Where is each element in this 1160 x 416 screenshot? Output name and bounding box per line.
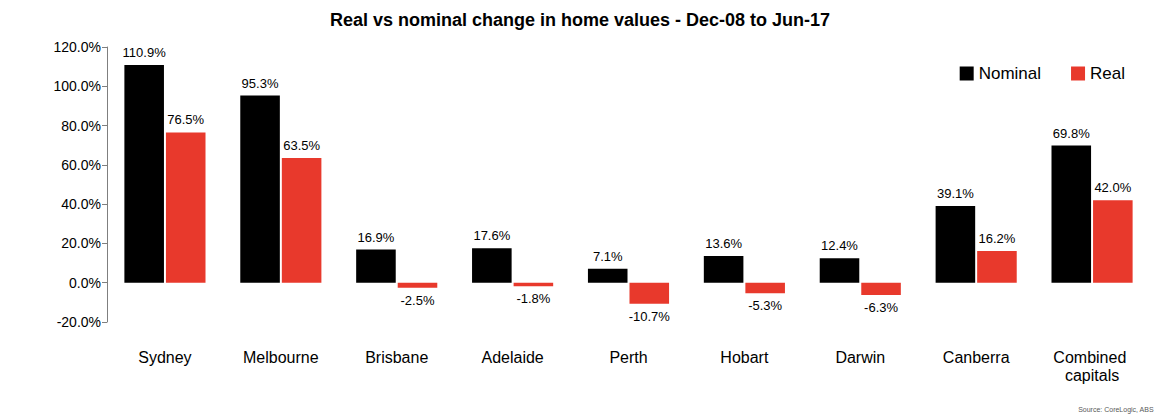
svg-text:13.6%: 13.6% bbox=[705, 236, 742, 251]
svg-text:17.6%: 17.6% bbox=[473, 228, 510, 243]
svg-text:120.0%: 120.0% bbox=[54, 39, 101, 55]
svg-text:Combined: Combined bbox=[1053, 349, 1130, 366]
svg-text:100.0%: 100.0% bbox=[54, 78, 101, 94]
svg-text:60.0%: 60.0% bbox=[61, 157, 101, 173]
svg-text:0.0%: 0.0% bbox=[69, 275, 101, 291]
svg-text:40.0%: 40.0% bbox=[61, 196, 101, 212]
svg-text:80.0%: 80.0% bbox=[61, 118, 101, 134]
svg-text:7.1%: 7.1% bbox=[593, 249, 623, 264]
svg-text:12.4%: 12.4% bbox=[821, 238, 858, 253]
svg-text:Hobart: Hobart bbox=[720, 349, 769, 366]
svg-text:Brisbane: Brisbane bbox=[365, 349, 428, 366]
svg-text:39.1%: 39.1% bbox=[937, 186, 974, 201]
svg-text:Perth: Perth bbox=[609, 349, 647, 366]
svg-text:16.9%: 16.9% bbox=[358, 230, 395, 245]
svg-text:Real: Real bbox=[1090, 64, 1125, 83]
svg-text:76.5%: 76.5% bbox=[167, 112, 204, 127]
svg-text:Adelaide: Adelaide bbox=[481, 349, 543, 366]
svg-text:-2.5%: -2.5% bbox=[401, 293, 435, 308]
svg-text:-5.3%: -5.3% bbox=[748, 298, 782, 313]
svg-text:capitals: capitals bbox=[1065, 367, 1119, 384]
svg-text:Canberra: Canberra bbox=[943, 349, 1010, 366]
svg-text:16.2%: 16.2% bbox=[979, 231, 1016, 246]
svg-text:Nominal: Nominal bbox=[979, 64, 1041, 83]
svg-text:Sydney: Sydney bbox=[138, 349, 191, 366]
svg-text:Source: CoreLogic, ABS: Source: CoreLogic, ABS bbox=[1078, 406, 1154, 414]
svg-text:110.9%: 110.9% bbox=[123, 45, 167, 60]
svg-text:69.8%: 69.8% bbox=[1053, 126, 1090, 141]
svg-text:-10.7%: -10.7% bbox=[629, 309, 671, 324]
svg-text:Melbourne: Melbourne bbox=[243, 349, 319, 366]
svg-text:-20.0%: -20.0% bbox=[57, 314, 101, 330]
svg-text:Real vs nominal change in home: Real vs nominal change in home values - … bbox=[330, 10, 830, 30]
svg-text:Darwin: Darwin bbox=[835, 349, 885, 366]
svg-text:63.5%: 63.5% bbox=[283, 138, 320, 153]
svg-text:-6.3%: -6.3% bbox=[864, 300, 898, 315]
svg-text:42.0%: 42.0% bbox=[1094, 180, 1131, 195]
svg-text:-1.8%: -1.8% bbox=[516, 291, 550, 306]
svg-text:95.3%: 95.3% bbox=[242, 76, 279, 91]
svg-text:20.0%: 20.0% bbox=[61, 235, 101, 251]
